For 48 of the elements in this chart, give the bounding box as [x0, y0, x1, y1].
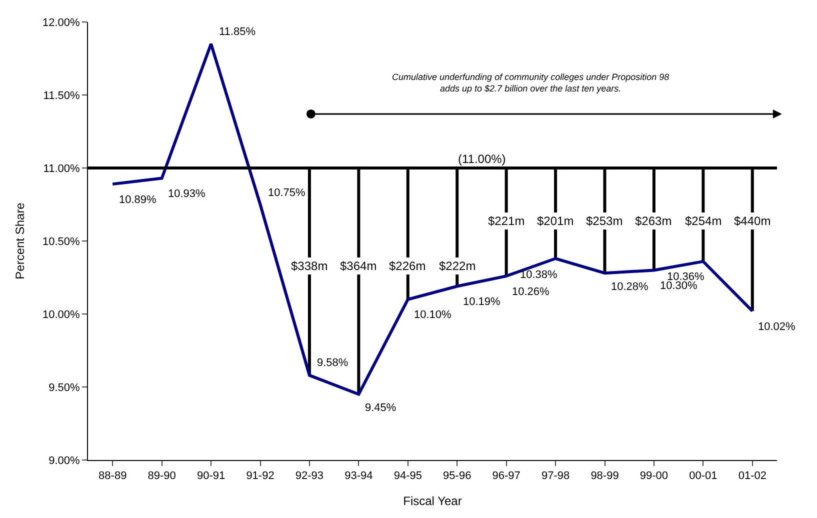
annotation: Cumulative underfunding of community colleges under Proposition 98 adds up to $2.7 billion over the last ten years.: [392, 72, 670, 94]
annotation: $263m: [635, 214, 672, 228]
annotation: $221m: [488, 214, 525, 228]
data-label: 9.45%: [365, 402, 396, 414]
x-tick-label: 88-89: [98, 470, 127, 482]
data-label: 10.93%: [168, 188, 206, 200]
x-tick-label: 99-00: [640, 470, 668, 482]
x-tick-label: 91-92: [246, 470, 274, 482]
annotation: $440m: [734, 214, 771, 228]
ref-line-label: (11.00%): [458, 152, 506, 166]
x-tick-label: 01-02: [738, 470, 766, 482]
y-tick-label: 12.00%: [42, 16, 80, 29]
y-tick-label: 9.50%: [48, 382, 80, 394]
y-tick-label: 9.00%: [48, 454, 80, 467]
data-label: 10.10%: [414, 309, 452, 321]
x-tick-label: 00-01: [689, 470, 718, 482]
data-label: 10.26%: [512, 286, 550, 298]
y-tick-label: 11.00%: [43, 162, 80, 175]
y-tick-label: 10.50%: [42, 236, 80, 248]
x-tick-label: 90-91: [196, 470, 226, 482]
data-label: 10.75%: [268, 187, 306, 199]
data-label: 10.89%: [119, 194, 157, 206]
data-label: 10.28%: [611, 281, 649, 293]
data-label: 9.58%: [317, 357, 348, 369]
x-tick-label: 97-98: [541, 470, 570, 482]
x-tick-label: 93-94: [344, 470, 373, 482]
annotation: $222m: [439, 259, 476, 273]
annotation: $364m: [340, 259, 377, 273]
x-axis-title: Fiscal Year: [403, 494, 462, 508]
y-tick-label: 10.00%: [42, 308, 80, 321]
annotation: $201m: [537, 214, 574, 228]
x-tick-label: 92-93: [295, 470, 324, 482]
y-tick-label: 11.50%: [43, 90, 80, 102]
y-axis-title: Percent Share: [12, 202, 27, 280]
annotation: $338m: [291, 259, 328, 273]
data-label: 10.02%: [758, 321, 796, 333]
x-tick-label: 95-96: [443, 470, 472, 482]
x-tick-label: 94-95: [394, 470, 422, 482]
annotation: $254m: [685, 214, 722, 228]
data-label: 10.19%: [463, 296, 501, 308]
annotation: $253m: [586, 214, 623, 228]
x-tick-label: 89-90: [148, 470, 176, 482]
data-label: 10.30%: [660, 280, 698, 292]
x-tick-label: 98-99: [590, 470, 619, 482]
data-label: 10.38%: [520, 269, 558, 281]
annotation: $226m: [389, 259, 426, 273]
data-label: 11.85%: [219, 26, 256, 38]
x-tick-label: 96-97: [492, 470, 520, 482]
